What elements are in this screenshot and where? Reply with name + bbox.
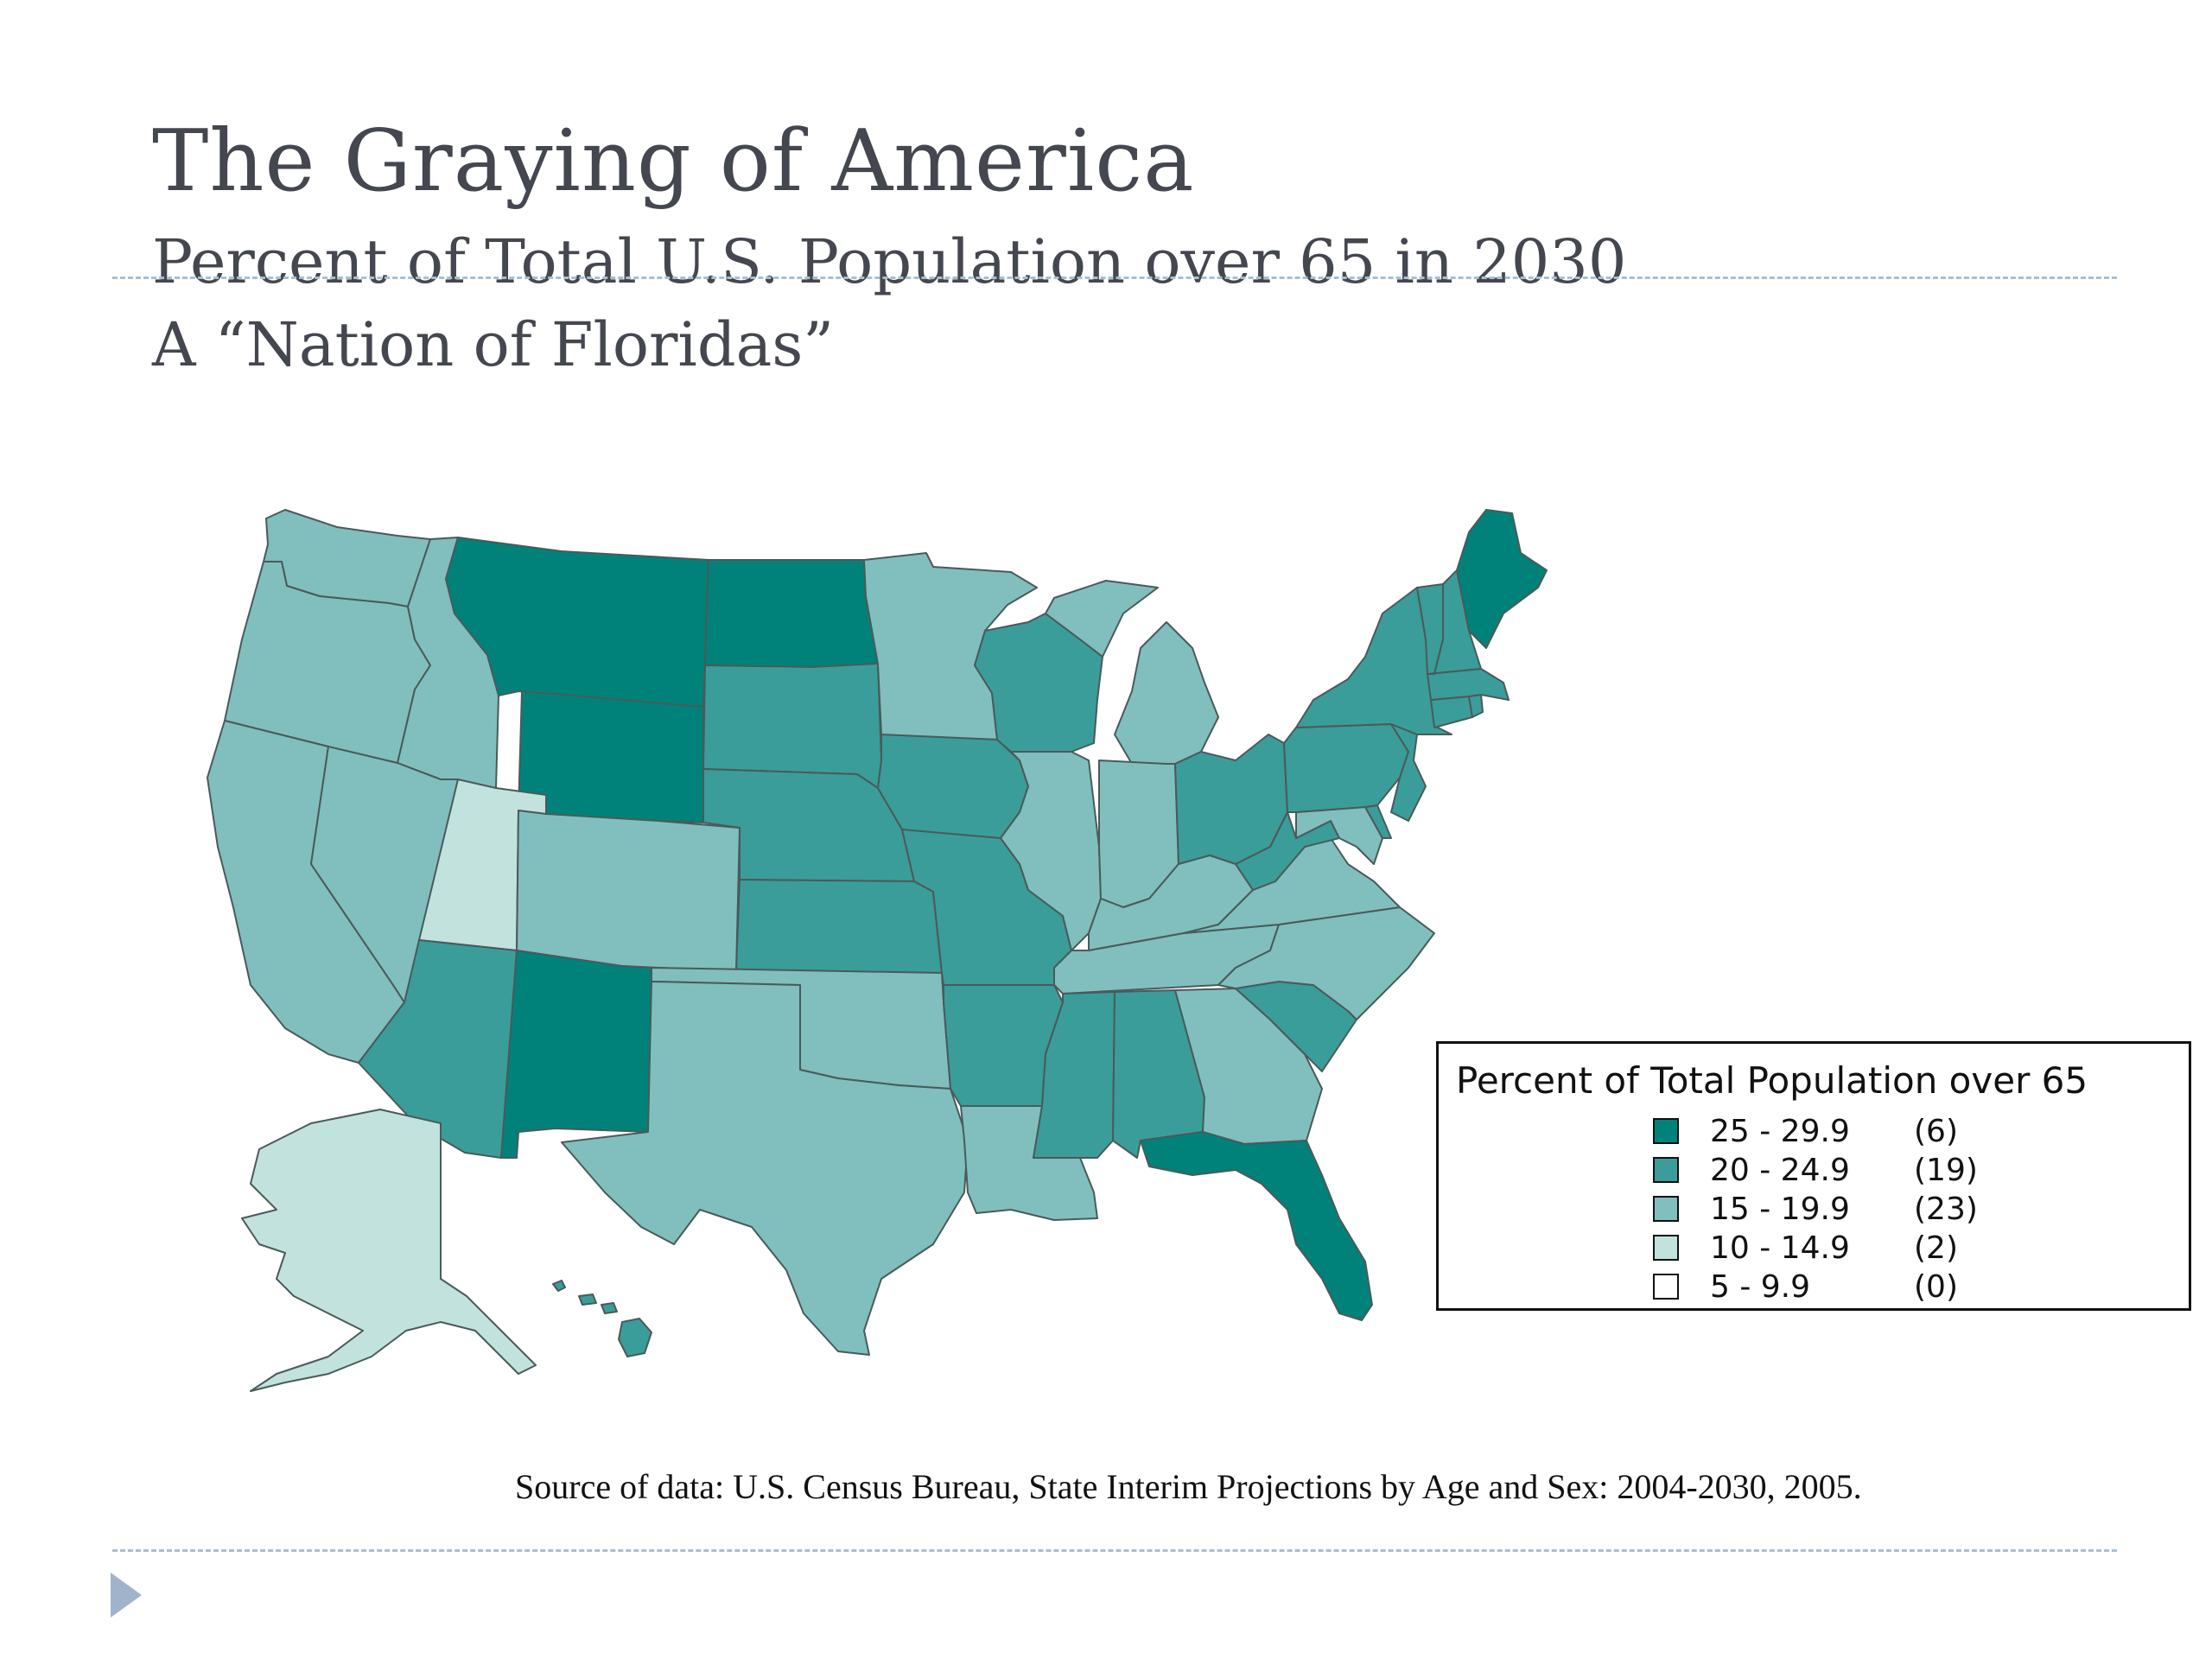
legend-count: (23): [1914, 1191, 1978, 1227]
legend-count: (19): [1914, 1152, 1978, 1188]
state-KS: [735, 879, 943, 974]
state-CO: [516, 810, 741, 972]
source-note: Source of data: U.S. Census Bureau, Stat…: [515, 1467, 1862, 1506]
state-HI: [552, 1280, 652, 1357]
legend-swatch: [1653, 1118, 1679, 1144]
state-RI: [1468, 694, 1484, 718]
legend-row: 10 - 14.9 (2): [1653, 1230, 1958, 1266]
slide-subtitle: Percent of Total U.S. Population over 65…: [152, 226, 1627, 297]
legend-swatch: [1653, 1196, 1679, 1222]
legend-count: (2): [1914, 1230, 1958, 1266]
legend-range: 20 - 24.9: [1710, 1152, 1850, 1188]
state-NC: [1217, 906, 1435, 1020]
state-IA: [877, 734, 1029, 842]
state-MT: [445, 537, 709, 708]
state-FL: [1140, 1131, 1373, 1321]
state-MS: [1033, 991, 1116, 1159]
state-WI: [974, 613, 1103, 753]
legend-range: 10 - 14.9: [1710, 1230, 1850, 1266]
footer-divider: [112, 1549, 2117, 1552]
state-TX: [561, 981, 969, 1356]
legend-swatch: [1653, 1157, 1679, 1183]
legend-range: 15 - 19.9: [1710, 1191, 1850, 1227]
legend-count: (0): [1914, 1268, 1958, 1305]
state-MA: [1427, 668, 1510, 701]
triangle-bullet-icon: [111, 1573, 142, 1618]
state-ND: [704, 559, 879, 668]
state-MI: [1045, 580, 1219, 765]
legend-row: 15 - 19.9 (23): [1653, 1191, 1978, 1227]
state-AK: [241, 1109, 537, 1392]
state-ME: [1456, 509, 1548, 649]
us-choropleth-map: [207, 509, 1548, 1392]
legend-range: 25 - 29.9: [1710, 1113, 1850, 1149]
title-divider: [112, 276, 2117, 279]
legend-range: 5 - 9.9: [1710, 1268, 1811, 1305]
legend-row: 25 - 29.9 (6): [1653, 1113, 1958, 1149]
legend-swatch: [1653, 1274, 1679, 1300]
map-legend: Percent of Total Population over 65 25 -…: [1436, 1041, 2191, 1311]
state-CT: [1430, 696, 1473, 728]
state-NM: [500, 950, 652, 1159]
legend-row: 5 - 9.9 (0): [1653, 1268, 1958, 1305]
legend-swatch: [1653, 1235, 1679, 1261]
legend-title: Percent of Total Population over 65: [1456, 1059, 2088, 1102]
state-PA: [1283, 723, 1409, 813]
state-NJ: [1390, 723, 1427, 822]
state-IL: [1000, 751, 1102, 951]
legend-row: 20 - 24.9 (19): [1653, 1152, 1978, 1188]
legend-count: (6): [1914, 1113, 1958, 1149]
slide-subtitle-secondary: A “Nation of Floridas”: [152, 309, 835, 380]
slide-title: The Graying of America: [152, 112, 1195, 211]
